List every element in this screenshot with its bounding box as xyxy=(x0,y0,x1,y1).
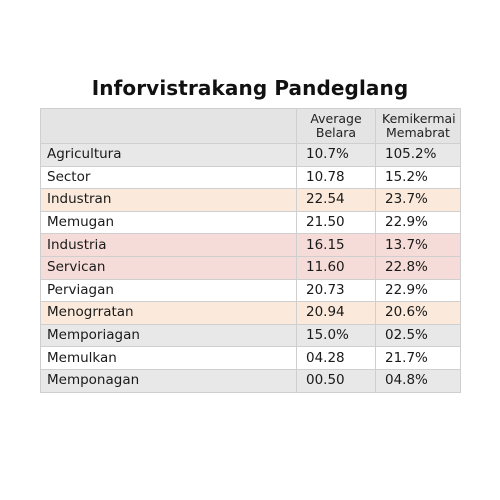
data-table: Average Belara Kemikermai Memabrat Agric… xyxy=(40,108,461,393)
table-row: Industria 16.15 13.7% xyxy=(40,233,461,257)
row-label-cell: Agricultura xyxy=(40,143,297,167)
table-row: Menogrratan 20.94 20.6% xyxy=(40,301,461,325)
header-average-line2: Belara xyxy=(315,125,357,140)
table-row: Industran 22.54 23.7% xyxy=(40,188,461,212)
kemikermai-memabrat-cell: 105.2% xyxy=(375,143,461,167)
kemikermai-memabrat-cell: 22.9% xyxy=(375,210,461,235)
header-kemikermai-line1: Kemikermai xyxy=(382,111,456,126)
table-title: Inforvistrakang Pandeglang xyxy=(91,76,409,100)
row-label-cell: Servican xyxy=(40,255,297,280)
average-belara-cell: 22.54 xyxy=(296,188,376,212)
header-cell-label xyxy=(40,108,297,144)
kemikermai-memabrat-cell: 22.9% xyxy=(375,278,461,303)
row-label-cell: Industria xyxy=(40,233,297,257)
kemikermai-memabrat-cell: 04.8% xyxy=(375,368,461,393)
kemikermai-memabrat-cell: 02.5% xyxy=(375,323,461,348)
header-row: Average Belara Kemikermai Memabrat xyxy=(40,108,461,144)
header-cell-kemikermai-memabrat: Kemikermai Memabrat xyxy=(375,108,461,144)
table-row: Memporiagan 15.0% 02.5% xyxy=(40,323,461,348)
row-label-cell: Perviagan xyxy=(40,278,297,303)
header-average-line1: Average xyxy=(310,111,362,126)
header-cell-average-belara: Average Belara xyxy=(296,108,376,144)
table-row: Memulkan 04.28 21.7% xyxy=(40,346,461,370)
average-belara-cell: 16.15 xyxy=(296,233,376,257)
table-row: Sector 10.78 15.2% xyxy=(40,165,461,190)
row-label-cell: Menogrratan xyxy=(40,301,297,325)
average-belara-cell: 04.28 xyxy=(296,346,376,370)
average-belara-cell: 15.0% xyxy=(296,323,376,348)
table-row: Memponagan 00.50 04.8% xyxy=(40,368,461,393)
kemikermai-memabrat-cell: 15.2% xyxy=(375,165,461,190)
kemikermai-memabrat-cell: 22.8% xyxy=(375,255,461,280)
table-row: Memugan 21.50 22.9% xyxy=(40,210,461,235)
average-belara-cell: 10.78 xyxy=(296,165,376,190)
table-row: Servican 11.60 22.8% xyxy=(40,255,461,280)
header-kemikermai-line2: Memabrat xyxy=(386,125,450,140)
average-belara-cell: 11.60 xyxy=(296,255,376,280)
row-label-cell: Sector xyxy=(40,165,297,190)
kemikermai-memabrat-cell: 20.6% xyxy=(375,301,461,325)
table-row: Perviagan 20.73 22.9% xyxy=(40,278,461,303)
average-belara-cell: 21.50 xyxy=(296,210,376,235)
average-belara-cell: 20.94 xyxy=(296,301,376,325)
row-label-cell: Memugan xyxy=(40,210,297,235)
table-body: Agricultura 10.7% 105.2% Sector 10.78 15.2% In… xyxy=(40,143,461,393)
kemikermai-memabrat-cell: 23.7% xyxy=(375,188,461,212)
kemikermai-memabrat-cell: 13.7% xyxy=(375,233,461,257)
row-label-cell: Memporiagan xyxy=(40,323,297,348)
row-label-cell: Memulkan xyxy=(40,346,297,370)
row-label-cell: Industran xyxy=(40,188,297,212)
table-row: Agricultura 10.7% 105.2% xyxy=(40,143,461,167)
average-belara-cell: 20.73 xyxy=(296,278,376,303)
kemikermai-memabrat-cell: 21.7% xyxy=(375,346,461,370)
average-belara-cell: 00.50 xyxy=(296,368,376,393)
row-label-cell: Memponagan xyxy=(40,368,297,393)
average-belara-cell: 10.7% xyxy=(296,143,376,167)
